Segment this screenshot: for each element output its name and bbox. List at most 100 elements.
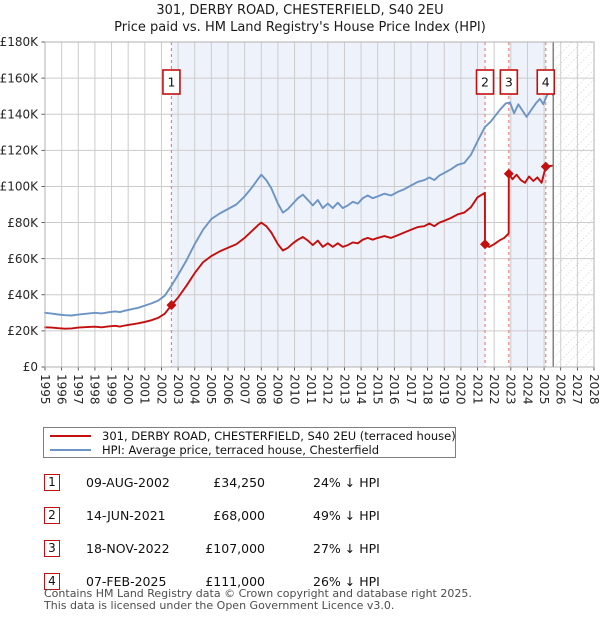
x-tick-label: 2017 <box>404 374 418 405</box>
x-tick-label: 2000 <box>121 374 135 405</box>
x-tick-label: 2003 <box>171 374 185 405</box>
x-tick-label: 2023 <box>504 374 518 405</box>
price-paid-line <box>44 164 554 330</box>
table-row: 3 18-NOV-2022 £107,000 27% ↓ HPI <box>0 540 600 558</box>
sale-point-marker <box>166 300 177 311</box>
page-title: 301, DERBY ROAD, CHESTERFIELD, S40 2EU <box>156 3 444 18</box>
table-row: 4 07-FEB-2025 £111,000 26% ↓ HPI <box>0 573 600 591</box>
sale-marker-number: 4 <box>44 573 60 590</box>
sale-marker-number: 3 <box>44 540 60 557</box>
sale-point-marker <box>540 161 551 172</box>
x-tick-label: 2020 <box>454 374 468 405</box>
future-hatch-region <box>553 42 594 367</box>
x-tick-label: 2011 <box>304 374 318 405</box>
sale-price: £34,250 <box>213 475 265 490</box>
table-row: 2 14-JUN-2021 £68,000 49% ↓ HPI <box>0 507 600 525</box>
x-tick-label: 2009 <box>271 374 285 405</box>
sale-point-marker <box>503 168 514 179</box>
x-tick-label: 2010 <box>287 374 301 405</box>
x-tick-label: 2006 <box>221 374 235 405</box>
x-tick-label: 2027 <box>570 374 584 405</box>
y-tick-label: £60K <box>7 252 39 266</box>
sale-date: 18-NOV-2022 <box>86 541 170 556</box>
sale-number-box <box>162 69 181 95</box>
sale-date: 14-JUN-2021 <box>86 508 166 523</box>
sale-marker-number: 1 <box>44 474 60 491</box>
sale-number-label: 3 <box>505 74 513 89</box>
sale-price: £111,000 <box>205 574 265 589</box>
x-tick-label: 2022 <box>487 374 501 405</box>
sale-number-box <box>475 69 495 95</box>
sale-number-label: 2 <box>481 74 489 89</box>
y-tick-label: £120K <box>0 144 39 158</box>
x-tick-label: 2008 <box>254 374 268 405</box>
y-tick-label: £20K <box>7 324 39 338</box>
data-series <box>44 90 555 330</box>
sale-price: £107,000 <box>205 541 265 556</box>
sale-point-marker <box>480 239 491 250</box>
x-tick-label: 2002 <box>154 374 168 405</box>
sale-markers <box>166 161 551 311</box>
y-tick-label: £100K <box>0 180 39 194</box>
legend-item-hpi: HPI: Average price, terraced house, Ches… <box>44 443 455 457</box>
x-tick-label: 2013 <box>337 374 351 405</box>
sale-hpi-delta: 26% ↓ HPI <box>313 574 380 589</box>
sale-hpi-delta: 27% ↓ HPI <box>313 541 380 556</box>
x-tick-label: 2018 <box>420 374 434 405</box>
x-tick-label: 2016 <box>387 374 401 405</box>
y-tick-labels: £0 £20K £40K £60K £80K £100K £120K £140K £160K £1… <box>0 35 39 374</box>
x-tick-label: 2004 <box>188 374 202 405</box>
x-tick-label: 2024 <box>520 374 534 405</box>
x-tick-label: 2028 <box>587 374 600 405</box>
x-tick-label: 2005 <box>204 374 218 405</box>
sale-date: 07-FEB-2025 <box>86 574 167 589</box>
legend-label: HPI: Average price, terraced house, Ches… <box>102 443 380 457</box>
x-tick-label: 2015 <box>371 374 385 405</box>
table-row: 1 09-AUG-2002 £34,250 24% ↓ HPI <box>0 474 600 492</box>
license-footer: Contains HM Land Registry data © Crown c… <box>44 588 472 612</box>
sale-number-box <box>499 69 519 95</box>
plot-border <box>44 41 595 368</box>
page-subtitle: Price paid vs. HM Land Registry's House … <box>114 20 486 35</box>
axis-ticks <box>41 41 595 371</box>
hpi-line <box>44 90 555 317</box>
x-tick-label: 2012 <box>321 374 335 405</box>
footer-line: Contains HM Land Registry data © Crown c… <box>44 587 472 600</box>
y-tick-label: £160K <box>0 71 39 85</box>
x-tick-label: 2021 <box>470 374 484 405</box>
chart-legend: 301, DERBY ROAD, CHESTERFIELD, S40 2EU (… <box>43 427 456 458</box>
x-tick-label: 1998 <box>88 374 102 405</box>
x-tick-label: 1995 <box>38 374 52 405</box>
x-tick-labels: 1995 1996 1997 1998 1999 2000 2001 2002 2003 2004… <box>38 374 600 405</box>
legend-label: 301, DERBY ROAD, CHESTERFIELD, S40 2EU (… <box>102 429 456 443</box>
sale-hpi-delta: 49% ↓ HPI <box>313 508 380 523</box>
x-tick-label: 2014 <box>354 374 368 405</box>
x-tick-label: 1997 <box>71 374 85 405</box>
x-tick-label: 1999 <box>104 374 118 405</box>
y-tick-label: £40K <box>7 288 39 302</box>
footer-line: This data is licensed under the Open Gov… <box>44 599 395 612</box>
price-paid-line-swatch <box>50 435 91 437</box>
sale-price: £68,000 <box>213 508 265 523</box>
y-tick-label: £80K <box>7 216 39 230</box>
x-tick-label: 2026 <box>554 374 568 405</box>
y-tick-label: £140K <box>0 107 39 121</box>
sale-number-box <box>536 69 556 95</box>
legend-item-price-paid: 301, DERBY ROAD, CHESTERFIELD, S40 2EU (… <box>44 429 456 443</box>
y-tick-label: £180K <box>0 35 39 49</box>
sale-marker-number: 2 <box>44 507 60 524</box>
x-tick-label: 2007 <box>237 374 251 405</box>
price-chart: 1995 1996 1997 1998 1999 2000 2001 2002 2003 2004… <box>0 35 600 405</box>
sale-number-boxes: 1 2 3 4 <box>162 69 556 95</box>
sale-number-label: 4 <box>542 74 550 89</box>
sale-date: 09-AUG-2002 <box>86 475 170 490</box>
y-tick-label: £0 <box>23 360 38 374</box>
x-tick-label: 2025 <box>537 374 551 405</box>
sale-hpi-delta: 24% ↓ HPI <box>313 475 380 490</box>
hpi-line-swatch <box>50 449 91 451</box>
x-tick-label: 2001 <box>138 374 152 405</box>
x-tick-label: 1996 <box>54 374 68 405</box>
sale-number-label: 1 <box>167 74 175 89</box>
x-tick-label: 2019 <box>437 374 451 405</box>
